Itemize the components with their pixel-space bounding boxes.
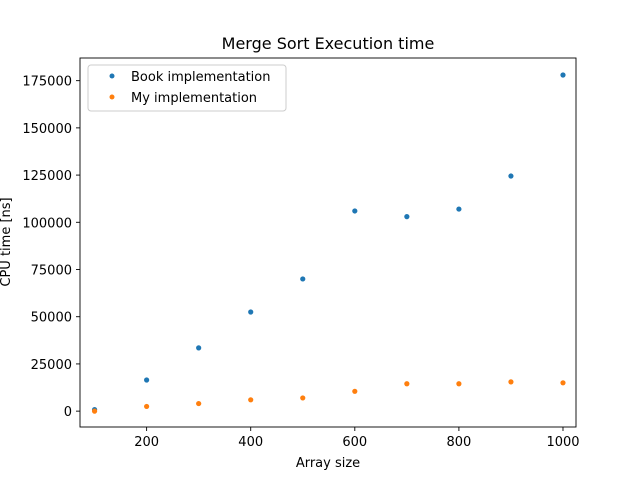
legend-entry-mine: My implementation [131,91,257,106]
legend-marker-book [109,73,115,79]
y-tick-label: 0 [64,405,72,420]
legend-entry-book: Book implementation [131,70,271,85]
x-tick-label: 200 [134,435,159,450]
x-tick-label: 800 [446,435,471,450]
x-tick-label: 600 [342,435,367,450]
data-point-series-0 [196,345,202,351]
chart-title: Merge Sort Execution time [222,34,435,53]
legend-marker-mine [109,94,115,100]
data-point-series-1 [196,400,202,407]
legend: Book implementation My implementation [87,64,287,112]
data-point-series-1 [560,380,566,386]
data-point-series-0 [456,206,462,212]
y-tick-label: 50000 [31,311,72,326]
x-tick-label: 1000 [546,435,579,450]
data-point-series-1 [456,381,462,387]
y-axis: 0 25000 50000 75000 100000 125000 150000 175000 [22,75,80,420]
data-point-series-0 [560,72,566,78]
y-tick-label: 175000 [22,75,72,90]
data-point-series-1 [404,381,410,387]
data-points [91,72,566,414]
data-point-series-1 [144,403,150,410]
data-point-series-1 [248,397,254,403]
plot-area [79,57,577,428]
x-axis: 200 400 600 800 1000 [134,427,580,450]
y-axis-label: CPU time [ns] [0,197,14,286]
data-point-series-0 [404,214,410,220]
data-point-series-0 [508,173,514,179]
data-point-series-0 [352,208,358,214]
data-point-series-0 [300,276,306,282]
x-axis-label: Array size [296,456,360,471]
data-point-series-1 [300,395,306,401]
data-point-series-1 [352,388,358,394]
y-tick-label: 25000 [31,358,72,373]
y-tick-label: 125000 [22,169,72,184]
y-tick-label: 150000 [22,122,72,137]
x-tick-label: 400 [238,435,263,450]
y-tick-label: 100000 [22,216,72,231]
legend-frame [87,64,287,112]
data-point-series-1 [91,408,98,414]
data-point-series-0 [144,377,150,383]
data-point-series-0 [248,309,254,315]
y-tick-label: 75000 [31,264,72,279]
data-point-series-1 [508,379,514,385]
